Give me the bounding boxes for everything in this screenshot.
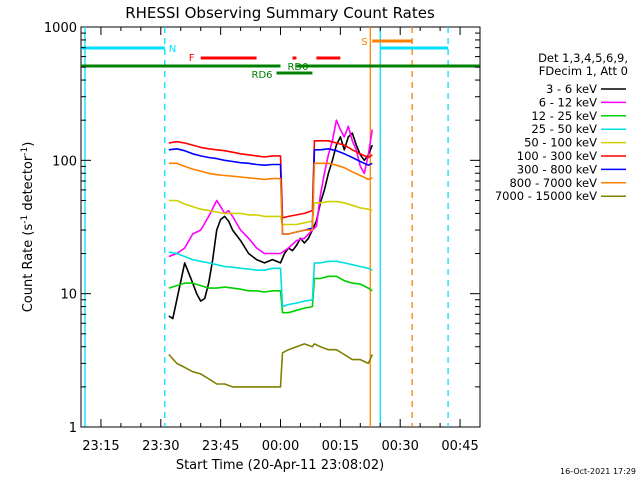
legend-entry-label: 7000 - 15000 keV <box>495 189 597 203</box>
plot-frame <box>80 26 481 428</box>
annotation-label: RD0 <box>287 62 308 73</box>
legend-entry-label: 25 - 50 keV <box>531 122 597 136</box>
footer-timestamp: 16-Oct-2021 17:29 <box>560 467 636 476</box>
legend: Det 1,3,4,5,6,9,FDecim 1, Att 0 3 - 6 keV… <box>495 51 628 203</box>
legend-entry-label: 50 - 100 keV <box>524 136 597 150</box>
y-tick-label: 1 <box>69 421 77 436</box>
series-line <box>168 343 374 388</box>
chart-title: RHESSI Observing Summary Count Rates <box>125 4 435 22</box>
series-layer <box>168 119 374 388</box>
y-label-main: Count Rate (s <box>21 224 36 313</box>
y-tick-label: 10 <box>60 288 77 303</box>
x-tick-label: 00:00 <box>262 439 299 454</box>
y-tick-label: 1000 <box>44 21 77 36</box>
series-line <box>168 251 373 308</box>
legend-entry-label: 800 - 7000 keV <box>509 176 597 190</box>
legend-entry-label: 300 - 800 keV <box>517 162 597 176</box>
legend-header: FDecim 1, Att 0 <box>539 64 628 78</box>
y-label-sup2: -1 <box>20 147 30 156</box>
y-label-mid: detector <box>21 155 36 215</box>
x-tick-label: 23:45 <box>202 439 239 454</box>
x-tick-label: 00:30 <box>381 439 418 454</box>
y-tick-label: 100 <box>52 154 77 169</box>
annotation-label: S <box>361 37 367 48</box>
series-line <box>168 199 373 226</box>
series-line <box>168 140 373 219</box>
series-line <box>168 148 373 235</box>
annotation-layer: N F S RD0 RD6 <box>81 27 480 427</box>
legend-entry-label: 12 - 25 keV <box>531 109 597 123</box>
legend-entry-label: 3 - 6 keV <box>546 82 597 96</box>
series-line <box>168 275 373 314</box>
series-line <box>168 119 374 258</box>
y-label-end: ) <box>21 142 36 147</box>
x-axis-label: Start Time (20-Apr-11 23:08:02) <box>176 458 384 473</box>
x-tick-label: 00:45 <box>441 439 478 454</box>
annotation-label: RD6 <box>252 70 273 81</box>
series-line <box>168 162 373 235</box>
x-tick-label: 23:30 <box>142 439 179 454</box>
axis-layer: 23:15 23:30 23:45 00:00 00:15 00:30 00:45 1 10 10… <box>44 21 480 454</box>
y-axis-label: Count Rate (s-1 detector-1) <box>20 142 36 313</box>
y-label-sup1: -1 <box>20 215 30 224</box>
x-tick-label: 00:15 <box>322 439 359 454</box>
annotation-label: F <box>189 53 195 64</box>
series-line <box>168 132 374 320</box>
legend-header: Det 1,3,4,5,6,9, <box>538 51 628 65</box>
x-tick-label: 23:15 <box>82 439 119 454</box>
legend-entry-label: 100 - 300 keV <box>517 149 597 163</box>
legend-entry-label: 6 - 12 keV <box>539 95 597 109</box>
annotation-label: N <box>169 44 176 55</box>
